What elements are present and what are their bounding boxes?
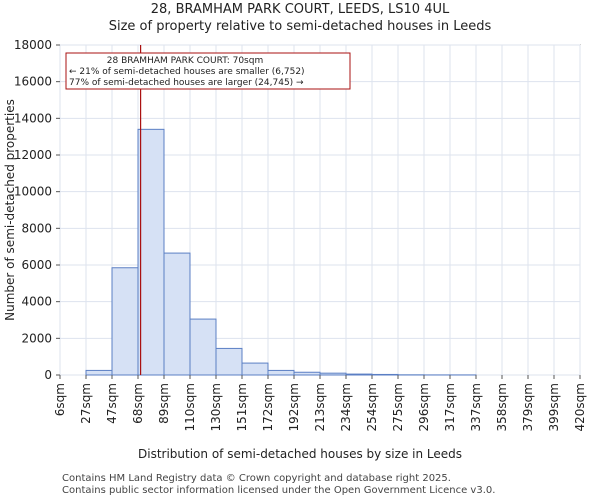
y-tick-label: 18000 <box>14 38 52 52</box>
x-tick-label: 68sqm <box>131 383 145 424</box>
chart-title: 28, BRAMHAM PARK COURT, LEEDS, LS10 4UL <box>150 2 450 17</box>
bars <box>85 128 477 376</box>
footer-copyright: Contains HM Land Registry data © Crown c… <box>62 473 451 484</box>
y-tick-label: 16000 <box>14 75 52 89</box>
x-tick-label: 172sqm <box>261 383 275 431</box>
annotation-line-title: 28 BRAMHAM PARK COURT: 70sqm <box>107 56 263 66</box>
y-axis-label: Number of semi-detached properties <box>3 99 17 321</box>
x-tick-label: 337sqm <box>469 383 483 431</box>
y-axis: 0 2000 4000 6000 8000 10000 12000 14000 16000 180… <box>14 38 60 382</box>
bar-172sqm <box>267 369 295 376</box>
bar-151sqm <box>241 362 269 376</box>
x-tick-label: 151sqm <box>235 383 249 431</box>
y-tick-label: 0 <box>44 368 52 382</box>
x-tick-label: 420sqm <box>573 383 587 431</box>
chart-subtitle: Size of property relative to semi-detach… <box>108 19 492 34</box>
x-tick-label: 192sqm <box>287 383 301 431</box>
bar-110sqm <box>189 318 217 376</box>
x-tick-label: 27sqm <box>79 383 93 424</box>
x-tick-label: 110sqm <box>183 383 197 431</box>
x-tick-label: 275sqm <box>391 383 405 431</box>
x-tick-label: 254sqm <box>365 383 379 431</box>
annotation-line-smaller: ← 21% of semi-detached houses are smalle… <box>69 67 305 77</box>
y-tick-label: 2000 <box>21 331 52 345</box>
x-tick-label: 358sqm <box>495 383 509 431</box>
x-tick-label: 234sqm <box>339 383 353 431</box>
bar-47sqm <box>111 267 139 376</box>
y-tick-label: 14000 <box>14 111 52 125</box>
x-tick-label: 213sqm <box>313 383 327 431</box>
annotation-box <box>65 52 351 90</box>
annotation: 28 BRAMHAM PARK COURT: 70sqm ← 21% of se… <box>65 52 351 90</box>
x-tick-label: 399sqm <box>547 383 561 431</box>
bar-27sqm <box>85 369 113 376</box>
bar-254sqm <box>371 373 399 376</box>
y-tick-label: 8000 <box>21 221 52 235</box>
y-tick-label: 6000 <box>21 258 52 272</box>
x-axis-label: Distribution of semi-detached houses by … <box>138 447 462 461</box>
bar-130sqm <box>215 347 243 376</box>
bar-68sqm <box>137 128 165 376</box>
x-tick-label: 6sqm <box>53 383 67 416</box>
bar-234sqm <box>345 373 373 376</box>
bar-89sqm <box>163 252 191 376</box>
x-axis: 6sqm 27sqm 47sqm 68sqm 89sqm 110sqm 130sqm 151s… <box>53 375 587 431</box>
x-tick-label: 296sqm <box>417 383 431 431</box>
bar-213sqm <box>319 372 347 376</box>
footer-licence: Contains public sector information licen… <box>62 485 496 496</box>
y-tick-label: 4000 <box>21 295 52 309</box>
y-tick-label: 10000 <box>14 185 52 199</box>
x-tick-label: 379sqm <box>521 383 535 431</box>
annotation-line-larger: 77% of semi-detached houses are larger (… <box>69 78 304 88</box>
x-tick-label: 47sqm <box>105 383 119 424</box>
x-tick-label: 130sqm <box>209 383 223 431</box>
bar-192sqm <box>293 371 321 376</box>
x-tick-label: 89sqm <box>157 383 171 424</box>
y-tick-label: 12000 <box>14 148 52 162</box>
x-tick-label: 317sqm <box>443 383 457 431</box>
